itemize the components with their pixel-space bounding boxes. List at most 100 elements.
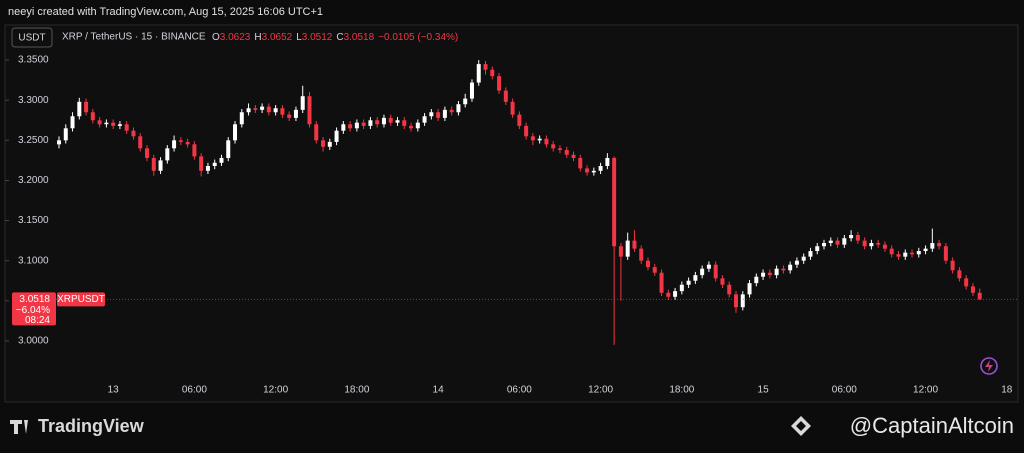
candle-body	[287, 114, 292, 118]
tv-logo	[10, 420, 28, 434]
candle-body	[937, 243, 942, 247]
candle-body	[964, 278, 969, 287]
candle-body	[659, 272, 664, 293]
candle-body	[815, 246, 820, 252]
candle-body	[117, 124, 122, 126]
candle-body	[686, 280, 691, 285]
footer-brand: TradingView	[38, 416, 145, 436]
candle-body	[882, 244, 887, 249]
candle-body	[517, 114, 522, 126]
footer-handle: @CaptainAltcoin	[850, 413, 1014, 438]
candle-body	[605, 157, 610, 166]
candle-body	[90, 112, 95, 121]
exchange-icon	[791, 416, 811, 436]
candle-body	[869, 243, 874, 247]
candle-body	[490, 69, 495, 77]
candle-body	[429, 112, 434, 117]
candle-body	[503, 90, 508, 102]
candle-body	[138, 136, 143, 149]
candle-body	[585, 168, 590, 173]
candle-body	[943, 246, 948, 261]
candle-body	[97, 120, 102, 125]
candle-body	[876, 243, 881, 245]
x-tick-label: 06:00	[182, 385, 207, 396]
candle-body	[706, 264, 711, 269]
candle-body	[557, 148, 562, 150]
price-change: −6.04%	[16, 305, 50, 316]
candle-body	[145, 148, 150, 158]
candle-body	[497, 76, 502, 91]
candle-body	[855, 235, 860, 241]
candle-body	[354, 122, 359, 129]
candle-body	[361, 122, 366, 126]
x-tick-label: 06:00	[832, 385, 857, 396]
candle-body	[327, 141, 332, 147]
candle-body	[571, 154, 576, 158]
legend-value: 3.0652	[262, 32, 293, 43]
candle-body	[469, 82, 474, 99]
symbol-tag	[57, 292, 105, 307]
candle-body	[273, 108, 278, 113]
candle-body	[700, 268, 705, 276]
price-countdown: 08:24	[25, 315, 50, 326]
currency: USDT	[18, 33, 45, 44]
candle-body	[849, 235, 854, 239]
candle-body	[639, 248, 644, 261]
legend-title: XRP / TetherUS · 15 · BINANCE	[62, 32, 206, 43]
legend-change: −0.0105 (−0.34%)	[378, 32, 458, 43]
candle-body	[422, 116, 427, 123]
candle-body	[239, 112, 244, 125]
candle-body	[591, 170, 596, 173]
candle-body	[537, 138, 542, 141]
y-tick-label: 3.1500	[18, 215, 49, 226]
y-tick-label: 3.3000	[18, 95, 49, 106]
candle-body	[178, 140, 183, 142]
candle-body	[280, 108, 285, 115]
candle-body	[172, 140, 177, 149]
candle-body	[260, 106, 265, 110]
legend-key: H	[254, 32, 261, 43]
candle-body	[463, 98, 468, 105]
candle-body	[348, 124, 353, 129]
candle-body	[578, 157, 583, 169]
x-tick-label: 15	[758, 385, 770, 396]
candle-body	[111, 122, 116, 126]
lightning-icon[interactable]	[980, 357, 998, 375]
currency-box[interactable]	[11, 27, 53, 48]
candle-body	[734, 294, 738, 308]
candle-body	[544, 138, 549, 145]
candle-body	[666, 292, 671, 297]
candle-body	[957, 270, 962, 279]
lightning-bolt	[985, 360, 993, 372]
x-tick-label: 12:00	[913, 385, 938, 396]
candle-body	[449, 109, 454, 113]
x-tick-label: 13	[108, 385, 120, 396]
candle-body	[158, 160, 163, 171]
candle-body	[767, 272, 772, 276]
candle-body	[618, 246, 623, 257]
x-tick-label: 18	[1001, 385, 1013, 396]
candle-body	[828, 240, 833, 244]
candle-body	[381, 117, 386, 125]
legend-key: L	[296, 32, 302, 43]
x-tick-label: 14	[433, 385, 445, 396]
candle-body	[693, 275, 698, 281]
candle-body	[679, 284, 684, 292]
candle-body	[253, 108, 258, 110]
candle-body	[233, 124, 238, 141]
candle-body	[930, 243, 935, 249]
candle-body	[456, 104, 461, 113]
candle-body	[632, 240, 637, 249]
x-tick-label: 12:00	[588, 385, 613, 396]
legend-ohlc: O3.0623 H3.0652 L3.0512 C3.0518 −0.0105 (−0.…	[212, 32, 458, 43]
legend-key: C	[336, 32, 343, 43]
candle-body	[903, 252, 908, 257]
candle-body	[747, 283, 752, 295]
candle-body	[70, 116, 75, 129]
legend-value: 3.0512	[302, 32, 333, 43]
x-tick-label: 18:00	[669, 385, 694, 396]
candle-body	[754, 276, 759, 284]
candle-body	[409, 125, 414, 129]
chart-panel	[4, 24, 1019, 403]
